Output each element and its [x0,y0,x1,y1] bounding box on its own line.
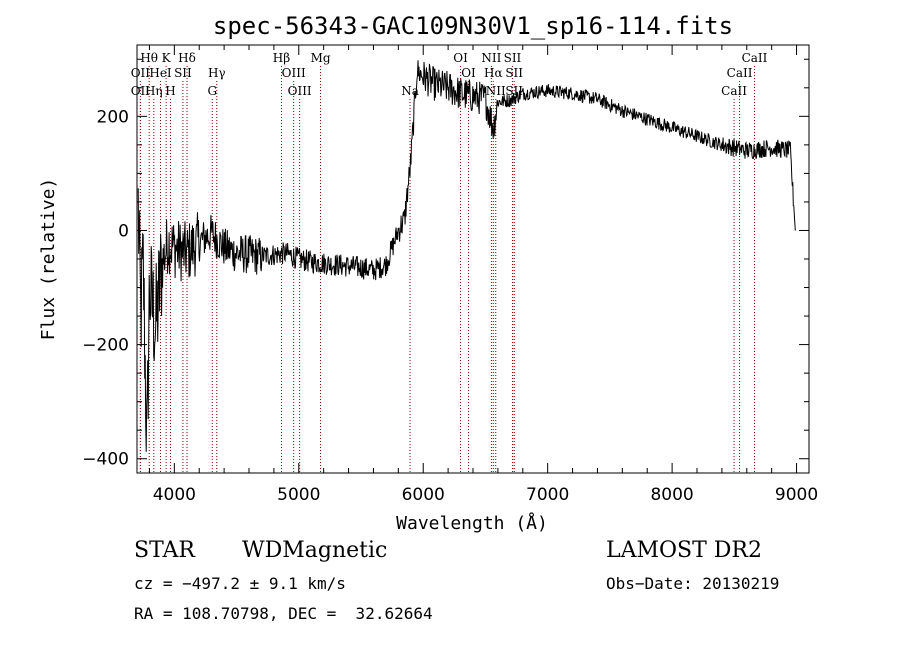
x-axis-label: Wavelength (Å) [396,512,548,534]
line-marker-label: Mg [311,51,331,65]
x-tick-label: 9000 [775,485,818,505]
line-marker-label: Hθ [140,51,158,65]
x-tick-label: 8000 [650,485,693,505]
line-marker-label: OIII [288,84,312,98]
line-marker-label: NII [486,84,506,98]
line-marker-label: OII [131,84,151,98]
line-marker-label: Hα [484,66,503,80]
object-class: STAR [134,538,195,563]
line-marker-label: CaII [727,66,753,80]
obs-date: Obs−Date: 20130219 [606,574,780,593]
line-marker-label: NII [481,51,501,65]
line-marker-label: Hδ [178,51,196,65]
line-marker-label: G [207,84,217,98]
y-tick-label: −200 [82,336,129,356]
line-marker-label: HeI [149,66,172,80]
line-marker-label: SII [505,66,523,80]
line-marker-label: OIII [282,66,306,80]
line-marker-label: H [165,84,175,98]
line-marker-label: CaII [742,51,768,65]
line-marker-label: Hβ [273,51,290,65]
line-marker-label-group: HθOIIOIIKHeIHηHδSIIHHγGHβOIIIOIIIMgNaOIO… [131,51,768,98]
y-axis-ticks: −400 −200 0 200 [82,58,809,470]
chart-title: spec-56343-GAC109N30V1_sp16-114.fits [213,12,733,40]
redshift-cz: cz = −497.2 ± 9.1 km/s [134,574,346,593]
line-marker-label: SII [174,66,192,80]
spectrum-line [137,60,796,452]
y-tick-label: 200 [97,107,129,127]
y-tick-label: −400 [82,450,129,470]
line-marker-label: OI [453,51,468,65]
line-marker-label: SII [504,51,522,65]
line-marker-label: CaII [721,84,747,98]
y-tick-label: 0 [118,221,129,241]
y-axis-label: Flux (relative) [38,178,59,341]
line-marker-label: OII [131,66,151,80]
x-tick-label: 7000 [526,485,569,505]
survey-name: LAMOST DR2 [606,538,762,563]
line-marker-label: Hγ [208,66,226,80]
line-marker-label: OI [461,66,476,80]
x-tick-label: 5000 [277,485,320,505]
line-marker-label: Hη [145,84,163,98]
object-subclass: WDMagnetic [242,538,388,563]
x-tick-label: 6000 [402,485,445,505]
x-tick-label: 4000 [153,485,196,505]
ra-dec: RA = 108.70798, DEC = 32.62664 [134,604,433,623]
line-marker-label: K [162,51,172,65]
x-axis-ticks: 4000 5000 6000 7000 8000 9000 [148,45,818,505]
